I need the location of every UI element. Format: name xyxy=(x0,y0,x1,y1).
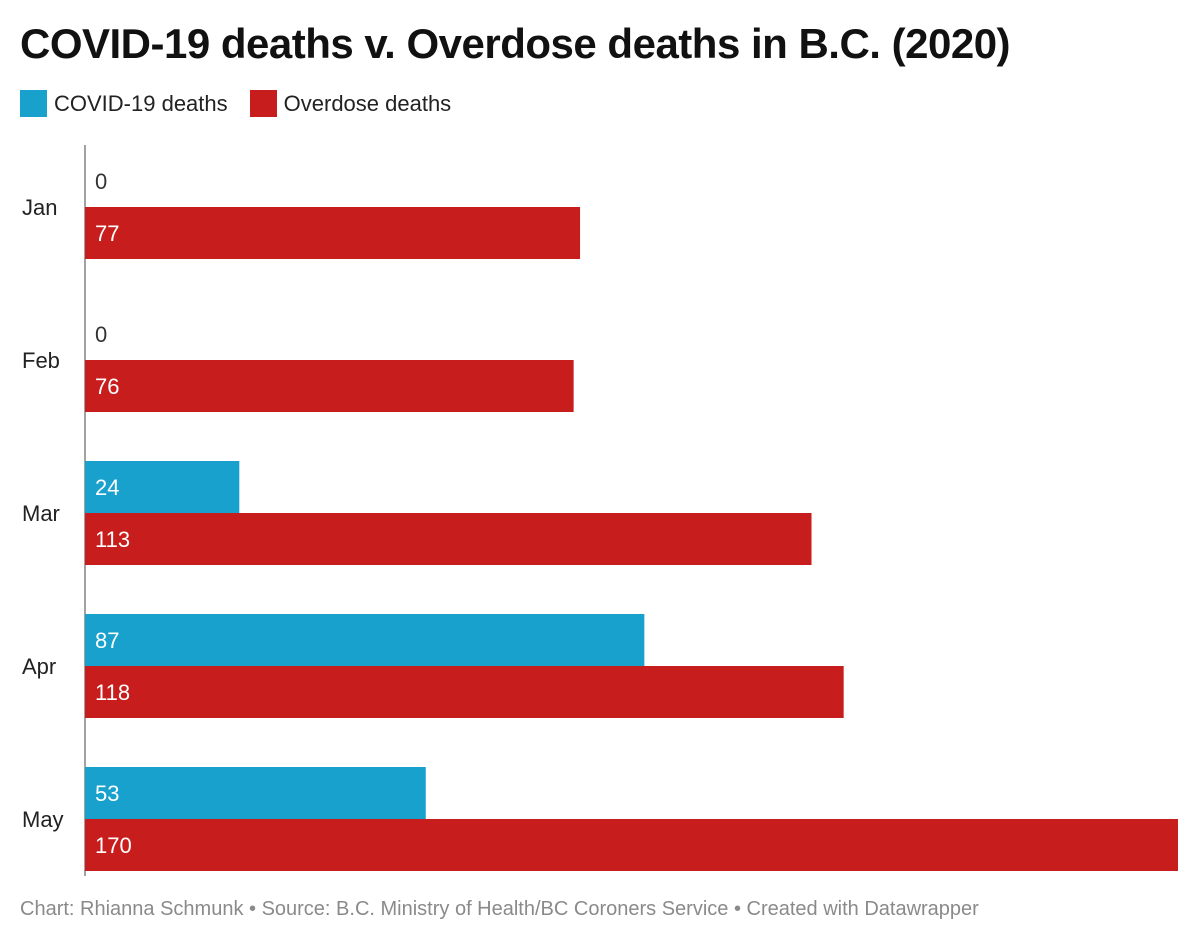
category-label: Mar xyxy=(22,501,60,526)
bar-overdose-jan xyxy=(85,207,581,259)
bar-overdose-feb xyxy=(85,360,574,412)
bar-covid-may xyxy=(85,767,426,819)
bar-group-apr: Apr 87 118 xyxy=(22,614,844,718)
legend: COVID-19 deaths Overdose deaths xyxy=(20,90,473,117)
data-label-covid-apr: 87 xyxy=(95,628,119,653)
bar-group-jan: Jan 0 77 xyxy=(22,169,581,259)
bar-group-may: May 53 170 xyxy=(22,767,1178,871)
bar-covid-apr xyxy=(85,614,645,666)
category-label: Apr xyxy=(22,654,56,679)
data-label-overdose-apr: 118 xyxy=(95,680,130,705)
bar-covid-mar xyxy=(85,461,240,513)
category-label: May xyxy=(22,807,64,832)
bar-overdose-mar xyxy=(85,513,812,565)
legend-swatch-overdose xyxy=(249,90,277,117)
data-label-overdose-jan: 77 xyxy=(95,221,119,246)
bar-group-mar: Mar 24 113 xyxy=(22,461,812,565)
data-label-overdose-feb: 76 xyxy=(95,374,119,399)
data-label-overdose-mar: 113 xyxy=(95,527,130,552)
bar-overdose-apr xyxy=(85,666,844,718)
category-label: Jan xyxy=(22,195,57,220)
legend-swatch-covid xyxy=(20,90,47,117)
data-label-covid-feb: 0 xyxy=(95,322,107,347)
legend-label-overdose: Overdose deaths xyxy=(283,90,452,116)
data-label-covid-mar: 24 xyxy=(95,475,119,500)
bar-group-feb: Feb 0 76 xyxy=(22,322,574,412)
data-label-overdose-may: 170 xyxy=(95,833,132,858)
legend-item-overdose: Overdose deaths xyxy=(249,90,452,117)
category-label: Feb xyxy=(22,348,60,373)
chart-title: COVID-19 deaths v. Overdose deaths in B.… xyxy=(20,20,1011,67)
legend-label-covid: COVID-19 deaths xyxy=(54,90,228,116)
legend-item-covid: COVID-19 deaths xyxy=(20,90,228,117)
bar-overdose-may xyxy=(85,819,1178,871)
bar-chart: Jan 0 77 Feb 0 76 Mar 24 113 Apr 87 118 May 53 170 xyxy=(22,145,1178,876)
chart-footer: Chart: Rhianna Schmunk • Source: B.C. Mi… xyxy=(20,898,979,920)
data-label-covid-may: 53 xyxy=(95,781,119,806)
data-label-covid-jan: 0 xyxy=(95,169,107,194)
